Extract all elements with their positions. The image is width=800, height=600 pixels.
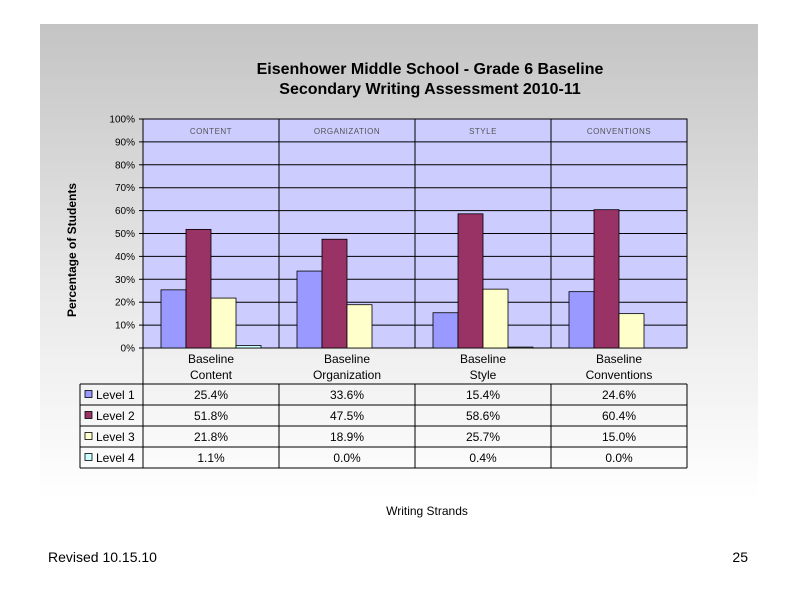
bar-level-4 (507, 346, 534, 349)
legend-label: Level 4 (96, 451, 135, 465)
table-value: 1.1% (197, 451, 225, 465)
y-tick-label: 0% (121, 344, 136, 355)
legend-label: Level 3 (96, 430, 135, 444)
panel-label: CONTENT (190, 127, 232, 136)
bar-level-4 (235, 345, 262, 349)
table-value: 33.6% (330, 388, 364, 402)
table-value: 25.7% (466, 430, 500, 444)
y-tick-label: 50% (115, 229, 135, 240)
bar-level-1 (160, 289, 187, 349)
bar-level-1 (432, 312, 459, 349)
y-tick-label: 90% (115, 137, 135, 148)
legend-swatch (84, 432, 93, 440)
table-value: 0.4% (469, 451, 497, 465)
table-value: 15.4% (466, 388, 500, 402)
panel-label: STYLE (469, 127, 497, 136)
x-category-label: Style (470, 368, 497, 382)
bar-level-2 (593, 209, 620, 349)
bar-level-3 (482, 288, 509, 349)
table-value: 15.0% (602, 430, 636, 444)
x-axis-label: Writing Strands (386, 504, 468, 518)
legend-label: Level 1 (96, 388, 135, 402)
table-value: 25.4% (194, 388, 228, 402)
bar-level-2 (185, 228, 212, 349)
y-tick-label: 80% (115, 160, 135, 171)
y-tick-label: 100% (109, 115, 135, 126)
legend-swatch (84, 411, 93, 419)
y-tick-label: 30% (115, 275, 135, 286)
bar-level-1 (568, 291, 595, 349)
y-tick-label: 10% (115, 321, 135, 332)
table-value: 0.0% (605, 451, 633, 465)
y-tick-label: 20% (115, 298, 135, 309)
bar-level-2 (321, 238, 348, 349)
table-value: 21.8% (194, 430, 228, 444)
table-value: 51.8% (194, 409, 228, 423)
x-category-label: Conventions (586, 368, 653, 382)
bar-level-1 (296, 270, 323, 349)
chart-title-line: Eisenhower Middle School - Grade 6 Basel… (257, 61, 604, 78)
bar-level-3 (618, 313, 645, 349)
legend-swatch (84, 453, 93, 461)
x-category-label: Baseline (188, 352, 234, 366)
y-tick-label: 60% (115, 206, 135, 217)
bar-level-2 (457, 213, 484, 349)
table-value: 60.4% (602, 409, 636, 423)
bar-level-3 (346, 304, 373, 349)
table-value: 58.6% (466, 409, 500, 423)
x-category-label: Baseline (324, 352, 370, 366)
page-number: 25 (732, 549, 748, 565)
bar-level-3 (210, 297, 237, 349)
chart-title-line: Secondary Writing Assessment 2010-11 (279, 81, 581, 98)
table-value: 0.0% (333, 451, 361, 465)
x-category-label: Organization (313, 368, 381, 382)
table-value: 47.5% (330, 409, 364, 423)
y-tick-label: 40% (115, 252, 135, 263)
legend-label: Level 2 (96, 409, 135, 423)
x-category-label: Baseline (460, 352, 506, 366)
panel-label: ORGANIZATION (314, 127, 380, 136)
legend-swatch (84, 390, 93, 398)
table-value: 18.9% (330, 430, 364, 444)
panel-label: CONVENTIONS (587, 127, 651, 136)
revised-date: Revised 10.15.10 (48, 549, 157, 565)
x-category-label: Content (190, 368, 233, 382)
y-axis-label: Percentage of Students (65, 183, 79, 317)
x-category-label: Baseline (596, 352, 642, 366)
y-tick-label: 70% (115, 183, 135, 194)
table-value: 24.6% (602, 388, 636, 402)
